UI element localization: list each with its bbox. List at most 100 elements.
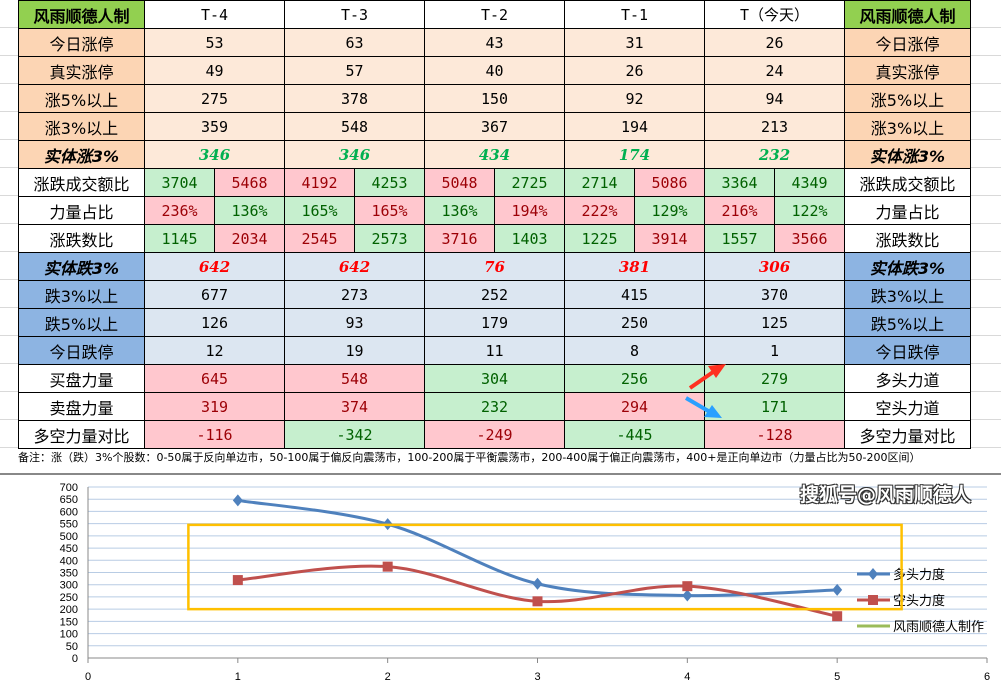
value-cell: 40	[424, 56, 565, 85]
value-cell: 8	[564, 336, 705, 365]
value-cell: 279	[704, 364, 845, 393]
split-cell: 2034	[214, 224, 285, 253]
row-label-right: 涨5%以上	[844, 84, 971, 113]
value-cell: 415	[564, 280, 705, 309]
data-point	[682, 589, 693, 602]
value-cell: 304	[424, 364, 565, 393]
y-tick-label: 700	[60, 482, 78, 494]
split-cell: 3704	[144, 168, 215, 197]
value-cell: 57	[284, 56, 425, 85]
value-cell: 232	[424, 392, 565, 421]
split-cell: 3716	[424, 224, 495, 253]
row-label-right: 实体跌3%	[844, 252, 971, 281]
table-row: 今日涨停 53 63 43 31 26 今日涨停	[18, 28, 971, 57]
value-cell: 12	[144, 336, 285, 365]
row-label: 跌3%以上	[18, 280, 145, 309]
data-point	[382, 561, 393, 572]
watermark: 搜狐号@风雨顺德人	[800, 484, 972, 506]
split-cell: 5086	[634, 168, 705, 197]
row-label-right: 跌3%以上	[844, 280, 971, 309]
value-cell: 194	[564, 112, 705, 141]
y-tick-label: 250	[60, 592, 78, 604]
value-cell: 174	[564, 140, 705, 169]
value-cell: 93	[284, 308, 425, 337]
x-tick-label: 0	[85, 671, 91, 683]
row-label: 今日涨停	[18, 28, 145, 57]
value-cell: 171	[704, 392, 845, 421]
row-label-right: 力量占比	[844, 196, 971, 225]
split-cell: 236%	[144, 196, 215, 225]
table-row: 涨3%以上 359 548 367 194 213 涨3%以上	[18, 112, 971, 141]
value-cell: 179	[424, 308, 565, 337]
split-cell: 5048	[424, 168, 495, 197]
value-cell: 125	[704, 308, 845, 337]
row-label: 涨5%以上	[18, 84, 145, 113]
value-cell: 306	[704, 252, 845, 281]
split-cell: 2545	[284, 224, 355, 253]
x-tick-label: 1	[235, 671, 241, 683]
row-label: 跌5%以上	[18, 308, 145, 337]
value-cell: 232	[704, 140, 845, 169]
split-cell: 2573	[354, 224, 425, 253]
data-point	[682, 581, 693, 592]
split-cell: 3566	[774, 224, 845, 253]
legend-label: 空头力度	[893, 593, 945, 608]
row-label: 实体涨3%	[18, 140, 145, 169]
legend-marker	[868, 595, 878, 605]
table-row: 多空力量对比 -116 -342 -249 -445 -128 多空力量对比	[18, 420, 971, 449]
value-cell: 92	[564, 84, 705, 113]
data-point	[232, 575, 243, 586]
value-cell: 53	[144, 28, 285, 57]
data-point	[532, 596, 543, 607]
value-cell: 319	[144, 392, 285, 421]
data-point	[832, 611, 843, 622]
value-cell: 126	[144, 308, 285, 337]
value-cell: 642	[284, 252, 425, 281]
data-point	[832, 583, 843, 596]
table-row: 跌3%以上 677 273 252 415 370 跌3%以上	[18, 280, 971, 309]
row-label-right: 实体涨3%	[844, 140, 971, 169]
y-tick-label: 150	[60, 616, 78, 628]
highlight-box	[187, 523, 903, 611]
column-header: T（今天）	[704, 0, 845, 29]
value-cell: 31	[564, 28, 705, 57]
y-tick-label: 650	[60, 494, 78, 506]
data-point	[532, 577, 543, 590]
value-cell: 43	[424, 28, 565, 57]
value-cell: 250	[564, 308, 705, 337]
table-row: 跌5%以上 126 93 179 250 125 跌5%以上	[18, 308, 971, 337]
value-cell: 11	[424, 336, 565, 365]
value-cell: 94	[704, 84, 845, 113]
split-cell: 5468	[214, 168, 285, 197]
value-cell: 294	[564, 392, 705, 421]
table-row: 实体跌3% 642 642 76 381 306 实体跌3%	[18, 252, 971, 281]
split-cell: 122%	[774, 196, 845, 225]
split-cell: 1145	[144, 224, 215, 253]
value-cell: 548	[284, 364, 425, 393]
table-row: 涨跌成交额比 3704 5468 4192 4253 5048 2725 2714 5086 33…	[18, 168, 971, 197]
split-cell: 1403	[494, 224, 565, 253]
y-tick-label: 400	[60, 555, 78, 567]
table-row: 卖盘力量 319 374 232 294 171 空头力道	[18, 392, 971, 421]
value-cell: -116	[144, 420, 285, 449]
brand-cell: 风雨顺德人制	[18, 0, 145, 29]
x-tick-label: 6	[984, 671, 990, 683]
split-cell: 4253	[354, 168, 425, 197]
data-point	[232, 494, 243, 507]
row-label-right: 多空力量对比	[844, 420, 971, 449]
row-label: 卖盘力量	[18, 392, 145, 421]
value-cell: 150	[424, 84, 565, 113]
split-cell: 2725	[494, 168, 565, 197]
split-cell: 136%	[424, 196, 495, 225]
column-header: T-4	[144, 0, 285, 29]
row-label: 涨跌成交额比	[18, 168, 145, 197]
row-label-right: 空头力道	[844, 392, 971, 421]
x-tick-label: 4	[684, 671, 690, 683]
value-cell: 434	[424, 140, 565, 169]
value-cell: 63	[284, 28, 425, 57]
value-cell: 548	[284, 112, 425, 141]
value-cell: 273	[284, 280, 425, 309]
row-label-right: 涨跌成交额比	[844, 168, 971, 197]
value-cell: 252	[424, 280, 565, 309]
row-label: 多空力量对比	[18, 420, 145, 449]
